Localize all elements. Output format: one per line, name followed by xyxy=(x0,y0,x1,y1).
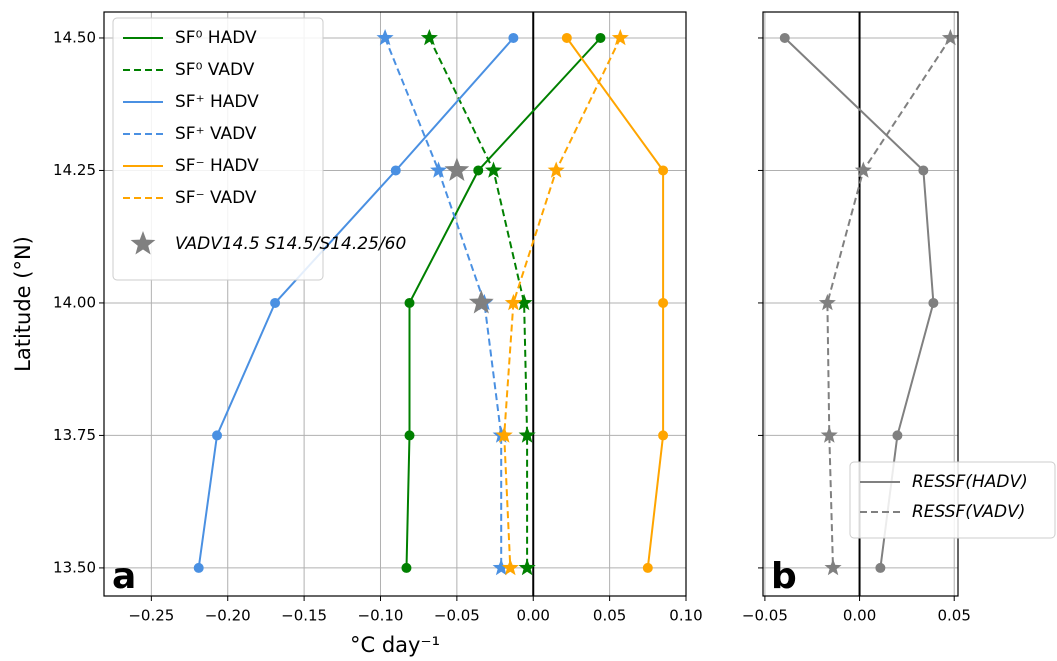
x-tick-label: 0.10 xyxy=(669,607,702,625)
point xyxy=(404,297,415,308)
point xyxy=(611,29,629,46)
point xyxy=(485,161,503,178)
point xyxy=(658,430,669,441)
y-axis-label: Latitude (°N) xyxy=(11,236,35,372)
point xyxy=(658,165,669,176)
x-tick-label: −0.20 xyxy=(205,607,251,625)
legend-box xyxy=(849,461,1056,539)
x-tick-label: −0.25 xyxy=(128,607,174,625)
legend-label: VADV14.5 S14.5/S14.25/60 xyxy=(175,234,406,254)
point xyxy=(818,293,836,311)
point xyxy=(928,297,939,308)
legend-label: SF⁺ VADV xyxy=(175,124,257,144)
point xyxy=(495,426,513,443)
legend: RESSF(HADV) RESSF(VADV) xyxy=(849,461,1056,539)
point xyxy=(941,29,959,46)
x-tick-label: 0.00 xyxy=(843,607,876,625)
x-tick-label: −0.15 xyxy=(281,607,327,625)
x-tick-label: 0.05 xyxy=(593,607,626,625)
series-line xyxy=(826,37,952,568)
point xyxy=(547,161,565,178)
point xyxy=(518,558,536,576)
y-tick-label: 14.25 xyxy=(53,161,96,179)
legend-label: RESSF(VADV) xyxy=(912,502,1025,522)
point xyxy=(444,157,470,181)
plot-frame xyxy=(103,11,687,597)
point xyxy=(376,29,394,46)
y-tick-label: 13.75 xyxy=(53,426,96,444)
point xyxy=(401,562,412,573)
point xyxy=(595,32,606,43)
point xyxy=(468,289,494,314)
point xyxy=(875,562,886,573)
y-tick-label: 13.50 xyxy=(53,558,96,576)
point xyxy=(892,430,903,441)
legend-swatch xyxy=(130,231,156,255)
legend-label: SF⁰ HADV xyxy=(175,28,257,48)
point xyxy=(420,29,438,46)
legend-label: SF⁻ HADV xyxy=(175,156,259,176)
legend-label: RESSF(HADV) xyxy=(912,472,1028,492)
point xyxy=(820,426,838,443)
legend-label: SF⁻ VADV xyxy=(175,188,257,208)
legend: SF⁰ HADV SF⁰ VADV SF⁺ HADV SF⁺ VADV SF⁻ HADV… xyxy=(112,17,406,281)
x-tick-label: −0.05 xyxy=(434,607,480,625)
y-tick-label: 14.00 xyxy=(53,293,96,311)
point xyxy=(501,558,519,576)
x-tick-label: 0.05 xyxy=(938,607,971,625)
point xyxy=(430,161,448,178)
point xyxy=(212,430,223,441)
legend-box xyxy=(112,17,324,281)
point xyxy=(390,165,401,176)
point xyxy=(918,165,929,176)
point xyxy=(515,293,533,311)
x-axis-label: °C day⁻¹ xyxy=(350,633,440,657)
x-tick-label: −0.10 xyxy=(358,607,404,625)
point xyxy=(658,297,669,308)
point xyxy=(404,430,415,441)
point xyxy=(854,161,872,178)
x-tick-label: −0.05 xyxy=(742,607,788,625)
point xyxy=(824,558,842,576)
point xyxy=(518,426,536,443)
point xyxy=(492,558,510,576)
point xyxy=(473,165,484,176)
plot-frame xyxy=(762,11,959,597)
legend-label: SF⁺ HADV xyxy=(175,92,259,112)
point xyxy=(508,32,519,43)
panel-label: b xyxy=(771,556,797,597)
point xyxy=(270,297,281,308)
legend-label: SF⁰ VADV xyxy=(175,60,255,80)
point xyxy=(504,293,522,311)
x-tick-label: 0.00 xyxy=(517,607,550,625)
panel-label: a xyxy=(112,556,136,597)
y-tick-label: 14.50 xyxy=(53,28,96,46)
point xyxy=(642,562,653,573)
point xyxy=(779,32,790,43)
point xyxy=(561,32,572,43)
point xyxy=(193,562,204,573)
